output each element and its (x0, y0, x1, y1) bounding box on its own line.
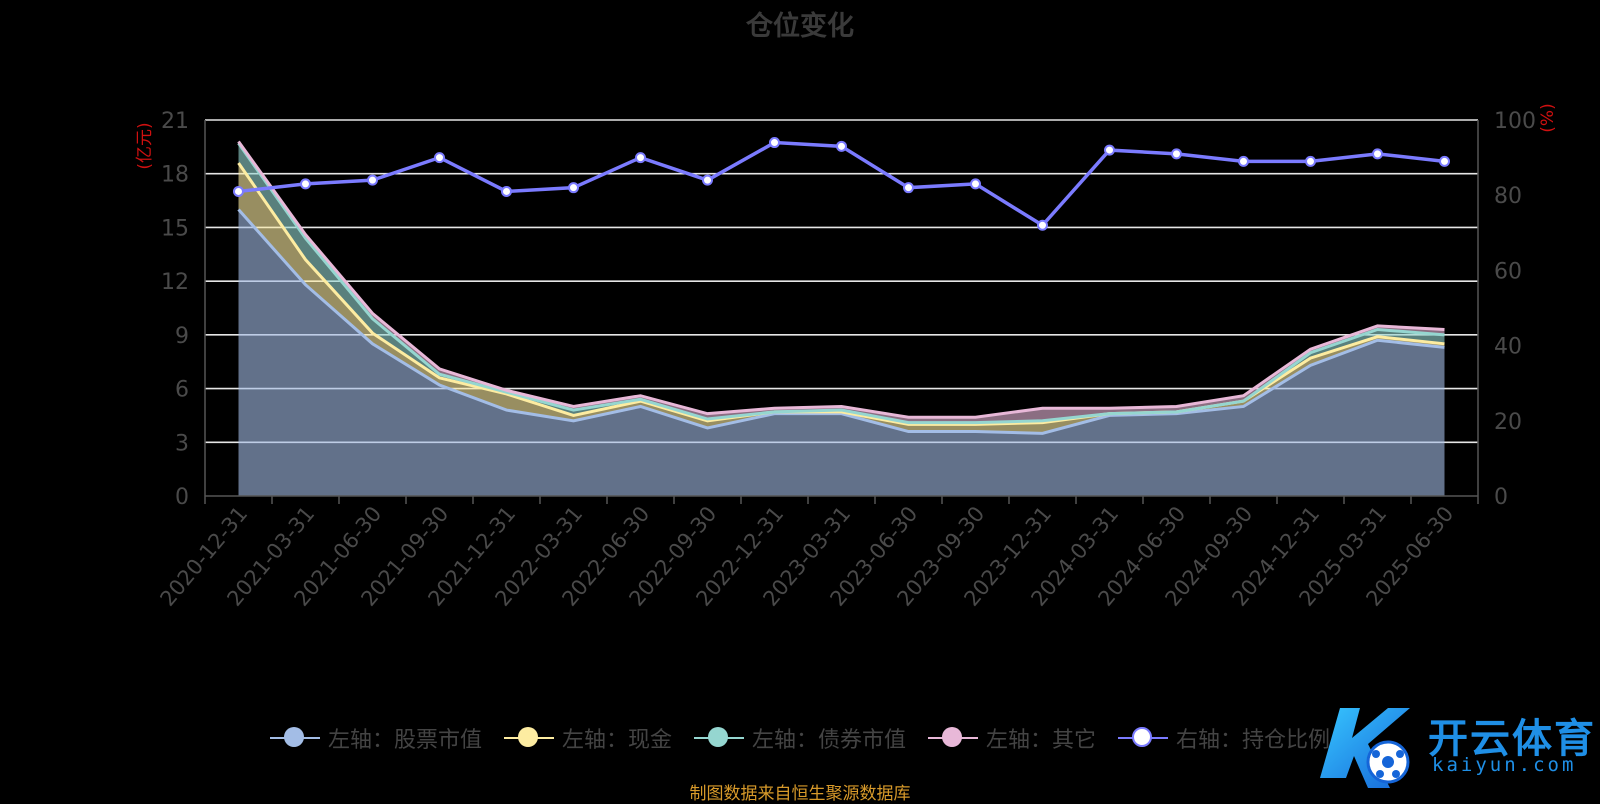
y-left-tick-label: 3 (175, 431, 189, 456)
y-right-tick-label: 80 (1494, 184, 1522, 209)
legend-label-bond: 左轴：债券市值 (751, 728, 906, 753)
watermark-text: 开云体育 (1428, 716, 1596, 762)
legend-label-cash: 左轴：现金 (561, 728, 672, 753)
ratio-point (233, 185, 244, 197)
area-line-左轴：股票市值 (237, 208, 1445, 435)
y-left-axis-unit: (亿元) (135, 122, 155, 169)
y-right-tick-label: 100 (1494, 109, 1536, 134)
ratio-point (702, 174, 713, 186)
y-left-tick-label: 0 (175, 485, 189, 510)
ratio-point (1037, 219, 1048, 231)
legend-symbol-stock (269, 724, 320, 752)
y-left-tick-label: 6 (175, 378, 189, 403)
y-right-tick-label: 40 (1494, 335, 1522, 360)
y-right-axis-unit: (%) (1538, 103, 1558, 132)
ratio-point (434, 152, 445, 164)
ratio-point (1238, 155, 1249, 167)
logo-k-icon (1320, 708, 1410, 788)
ratio-point (970, 178, 981, 190)
watermark-subtext: kaiyun.com (1432, 754, 1577, 776)
legend-label-stock: 左轴：股票市值 (327, 728, 482, 753)
y-right-tick-label: 60 (1494, 259, 1522, 284)
area-line-左轴：债券市值 (237, 142, 1445, 425)
y-left-tick-label: 12 (161, 270, 189, 295)
y-left-tick-label: 21 (161, 109, 189, 134)
legend-item-cash[interactable]: 左轴：现金 (503, 718, 672, 758)
ratio-point (367, 174, 378, 186)
y-left-tick-label: 15 (161, 216, 189, 241)
legend-item-ratio[interactable]: 右轴：持仓比例 (1118, 718, 1330, 758)
legend-item-other[interactable]: 左轴：其它 (928, 718, 1096, 758)
legend-label-other: 左轴：其它 (986, 728, 1097, 753)
line-右轴：持仓比例 (238, 140, 1445, 228)
ratio-point (836, 140, 847, 152)
chart-title: 仓位变化 (746, 11, 854, 42)
ratio-point (568, 182, 579, 194)
legend-symbol-bond (693, 724, 744, 752)
ratio-point (1372, 148, 1383, 160)
ratio-point (903, 182, 914, 194)
legend-symbol-ratio (1118, 724, 1169, 752)
legend-item-bond[interactable]: 左轴：债券市值 (693, 718, 906, 758)
ratio-point (300, 178, 311, 190)
legend-label-ratio: 右轴：持仓比例 (1176, 728, 1331, 753)
ratio-point (501, 185, 512, 197)
y-right-tick-label: 20 (1494, 410, 1522, 435)
ratio-point (1104, 144, 1115, 156)
ratio-point (1439, 155, 1450, 167)
area-左轴：股票市值 (238, 209, 1445, 496)
y-left-tick-label: 9 (175, 324, 189, 349)
legend-item-stock[interactable]: 左轴：股票市值 (269, 718, 482, 758)
y-left-tick-label: 18 (161, 163, 189, 188)
source-note: 制图数据来自恒生聚源数据库 (689, 784, 911, 804)
ratio-point (635, 152, 646, 164)
y-right-tick-label: 0 (1494, 485, 1508, 510)
legend-symbol-other (928, 724, 978, 752)
ratio-point (1171, 148, 1182, 160)
legend: 左轴：股票市值 左轴：现金 左轴：债券市值 左轴：其它 右轴：持仓比例 (0, 718, 1600, 758)
area-line-左轴：其它 (237, 140, 1445, 419)
legend-symbol-cash (503, 724, 554, 752)
ratio-point (769, 137, 780, 149)
ratio-point (1305, 155, 1316, 167)
watermark-logo: 开云体育 kaiyun.com (1310, 700, 1600, 800)
